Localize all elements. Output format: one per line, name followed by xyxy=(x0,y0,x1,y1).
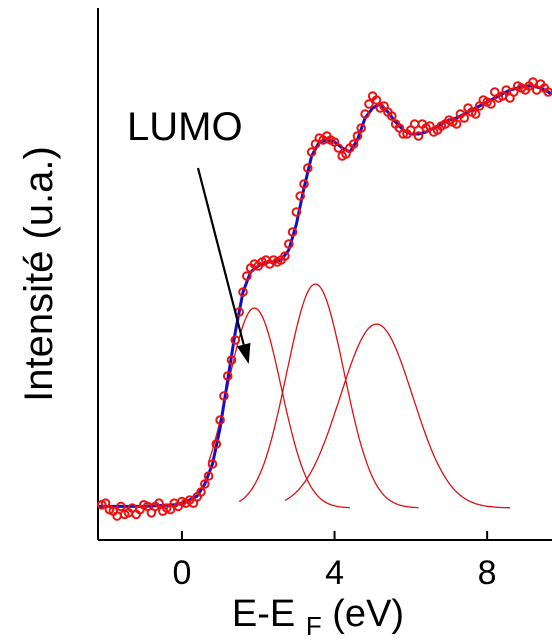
series-layer xyxy=(97,77,552,521)
data-point xyxy=(291,207,302,217)
lumo-annotation-label: LUMO xyxy=(127,105,243,149)
data-point xyxy=(207,459,218,469)
data-point xyxy=(306,147,317,157)
data-point xyxy=(352,131,363,141)
x-axis-label: E-E F (eV) xyxy=(232,593,404,642)
data-point xyxy=(203,471,214,481)
data-point xyxy=(413,131,424,141)
x-tick-label-4: 4 xyxy=(325,554,344,592)
data-point xyxy=(287,227,298,237)
x-tick-label-8: 8 xyxy=(478,554,497,592)
data-point xyxy=(215,415,225,425)
data-point xyxy=(116,501,126,512)
data-point xyxy=(280,251,290,261)
data-point xyxy=(451,119,462,129)
data-point xyxy=(222,371,233,381)
x-axis-label-subscript: F xyxy=(306,611,322,641)
data-point xyxy=(409,119,420,129)
plot-area xyxy=(97,8,552,541)
y-axis-label: Intensité (u.a.) xyxy=(17,146,61,402)
x-axis-label-base: E-E xyxy=(232,593,295,635)
data-point xyxy=(543,87,552,97)
x-ticks: 0 4 8 xyxy=(172,531,497,592)
data-point xyxy=(348,139,359,149)
data-point xyxy=(398,129,409,139)
data-point xyxy=(200,479,210,489)
gaussian-peak-2 xyxy=(207,307,350,509)
lumo-arrow-shaft xyxy=(196,167,245,345)
data-point xyxy=(459,113,470,123)
data-point xyxy=(486,99,496,109)
data-point xyxy=(154,498,164,509)
data-point xyxy=(238,287,248,297)
gaussian-peak-4 xyxy=(284,323,511,509)
data-point xyxy=(284,239,294,249)
lumo-arrow xyxy=(196,167,251,364)
data-point xyxy=(242,271,252,281)
data-point xyxy=(356,123,367,133)
lumo-arrow-head xyxy=(236,342,251,364)
data-point xyxy=(303,163,313,173)
data-point xyxy=(226,355,237,365)
data-point xyxy=(299,179,309,189)
data-point xyxy=(211,439,222,449)
data-point xyxy=(333,143,344,153)
data-point xyxy=(219,391,229,401)
data-point xyxy=(196,487,206,497)
gaussian-peak-3 xyxy=(238,283,419,509)
data-markers xyxy=(97,77,552,521)
data-point xyxy=(387,111,397,121)
data-point xyxy=(371,95,382,105)
x-tick-label-0: 0 xyxy=(172,554,191,592)
data-point xyxy=(295,191,306,201)
x-axis-label-unit: (eV) xyxy=(332,593,404,635)
data-point xyxy=(230,335,241,345)
data-point xyxy=(470,109,481,119)
data-point xyxy=(360,109,370,119)
data-point xyxy=(364,99,374,109)
